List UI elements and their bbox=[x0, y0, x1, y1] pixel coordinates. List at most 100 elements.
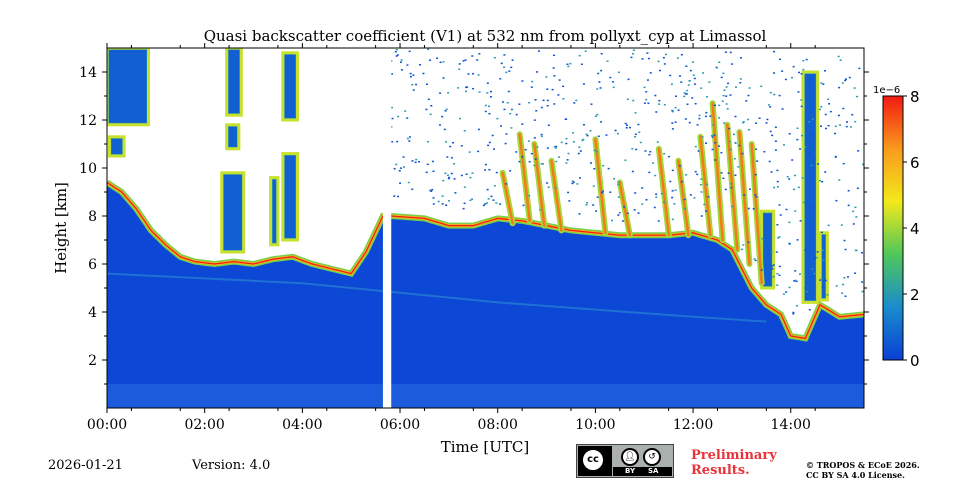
noise-speckle bbox=[631, 147, 634, 150]
noise-speckle bbox=[848, 76, 851, 79]
noise-speckle bbox=[723, 122, 726, 124]
noise-speckle bbox=[821, 285, 824, 288]
noise-speckle bbox=[816, 251, 819, 253]
noise-speckle bbox=[649, 72, 652, 74]
noise-speckle bbox=[726, 108, 729, 110]
noise-speckle bbox=[822, 83, 825, 85]
noise-speckle bbox=[833, 132, 836, 135]
noise-speckle bbox=[495, 202, 498, 204]
noise-speckle bbox=[447, 177, 450, 180]
y-tick-label: 8 bbox=[88, 209, 97, 225]
noise-speckle bbox=[436, 57, 439, 60]
noise-speckle bbox=[677, 109, 680, 111]
noise-speckle bbox=[776, 169, 779, 172]
noise-speckle bbox=[697, 150, 700, 152]
noise-speckle bbox=[747, 94, 750, 97]
noise-speckle bbox=[465, 86, 468, 89]
noise-speckle bbox=[562, 85, 565, 88]
noise-speckle bbox=[606, 60, 609, 62]
noise-speckle bbox=[576, 183, 579, 185]
noise-speckle bbox=[694, 102, 697, 105]
noise-speckle bbox=[696, 173, 699, 176]
noise-speckle bbox=[575, 99, 578, 102]
noise-speckle bbox=[509, 170, 512, 172]
noise-speckle bbox=[772, 72, 775, 74]
noise-speckle bbox=[578, 54, 581, 57]
noise-speckle bbox=[462, 60, 465, 62]
noise-speckle bbox=[445, 108, 448, 111]
cloud-column-edge bbox=[107, 48, 151, 127]
noise-speckle bbox=[665, 53, 668, 56]
noise-speckle bbox=[540, 135, 543, 138]
noise-speckle bbox=[429, 189, 432, 192]
noise-speckle bbox=[804, 146, 807, 148]
noise-speckle bbox=[578, 177, 581, 179]
noise-speckle bbox=[766, 118, 769, 121]
noise-speckle bbox=[432, 170, 435, 173]
noise-speckle bbox=[755, 196, 758, 198]
noise-speckle bbox=[490, 195, 493, 198]
noise-speckle bbox=[493, 56, 496, 59]
noise-speckle bbox=[487, 144, 490, 147]
noise-speckle bbox=[671, 110, 674, 113]
noise-speckle bbox=[686, 103, 689, 106]
noise-speckle bbox=[694, 170, 697, 173]
noise-speckle bbox=[637, 212, 640, 214]
noise-speckle bbox=[811, 237, 814, 240]
noise-speckle bbox=[793, 280, 796, 282]
noise-speckle bbox=[521, 123, 524, 125]
noise-speckle bbox=[754, 194, 757, 196]
noise-speckle bbox=[450, 157, 453, 159]
noise-speckle bbox=[801, 177, 804, 179]
noise-speckle bbox=[448, 200, 451, 202]
noise-speckle bbox=[678, 165, 681, 167]
noise-speckle bbox=[818, 108, 821, 111]
noise-speckle bbox=[778, 274, 781, 277]
noise-speckle bbox=[602, 164, 605, 167]
noise-speckle bbox=[692, 61, 695, 63]
noise-speckle bbox=[558, 156, 561, 158]
noise-speckle bbox=[590, 103, 593, 105]
noise-speckle bbox=[662, 57, 665, 59]
noise-speckle bbox=[658, 69, 661, 72]
noise-speckle bbox=[567, 191, 570, 194]
noise-speckle bbox=[508, 70, 511, 72]
noise-speckle bbox=[638, 131, 641, 133]
noise-speckle bbox=[409, 75, 412, 78]
noise-speckle bbox=[495, 171, 498, 174]
noise-speckle bbox=[618, 211, 621, 214]
noise-speckle bbox=[412, 74, 415, 76]
x-tick-label: 10:00 bbox=[575, 417, 615, 433]
noise-speckle bbox=[654, 94, 657, 97]
noise-speckle bbox=[729, 51, 732, 54]
noise-speckle bbox=[594, 115, 597, 118]
cloud-column-core bbox=[223, 174, 242, 250]
noise-speckle bbox=[779, 214, 782, 216]
noise-speckle bbox=[842, 283, 845, 286]
noise-speckle bbox=[500, 62, 503, 65]
noise-speckle bbox=[700, 215, 703, 217]
noise-speckle bbox=[531, 80, 534, 83]
noise-speckle bbox=[815, 256, 818, 259]
cloud-column-core bbox=[822, 234, 826, 298]
noise-speckle bbox=[857, 150, 860, 152]
noise-speckle bbox=[595, 210, 598, 212]
noise-speckle bbox=[812, 223, 815, 226]
noise-speckle bbox=[530, 152, 533, 155]
noise-speckle bbox=[754, 173, 757, 176]
noise-speckle bbox=[808, 121, 811, 123]
noise-speckle bbox=[835, 199, 838, 202]
noise-speckle bbox=[805, 58, 808, 61]
noise-speckle bbox=[820, 277, 823, 280]
noise-speckle bbox=[399, 182, 402, 184]
noise-speckle bbox=[754, 259, 757, 262]
noise-speckle bbox=[776, 180, 779, 183]
noise-speckle bbox=[844, 78, 847, 80]
noise-speckle bbox=[648, 171, 651, 174]
noise-speckle bbox=[521, 156, 524, 158]
noise-speckle bbox=[810, 164, 813, 167]
noise-speckle bbox=[641, 203, 644, 205]
noise-speckle bbox=[776, 223, 779, 226]
noise-speckle bbox=[557, 94, 560, 96]
